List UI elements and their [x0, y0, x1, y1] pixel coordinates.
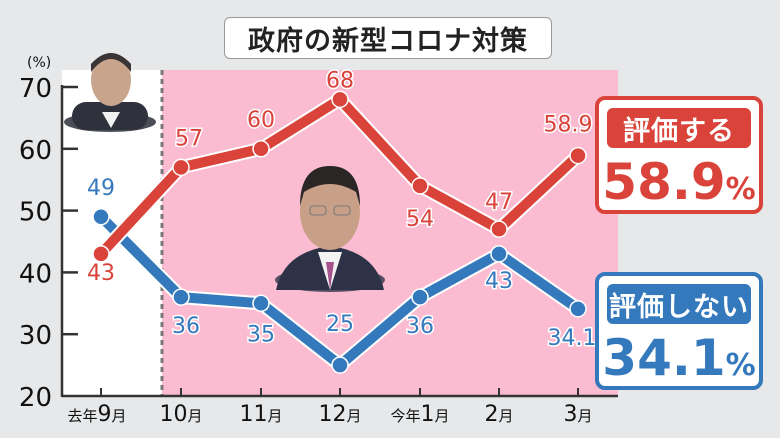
data-label: 58.9 — [544, 113, 593, 138]
x-tick-label: 3月 — [563, 402, 592, 427]
legend-disapprove: 評価しない 34.1% — [595, 272, 763, 390]
x-tick-label: 今年1月 — [390, 402, 449, 427]
data-point — [331, 90, 349, 109]
data-label: 36 — [406, 314, 434, 339]
chart-title: 政府の新型コロナ対策 — [224, 17, 552, 59]
x-tick-label: 12月 — [318, 402, 361, 427]
data-label: 60 — [247, 108, 275, 133]
y-tick-label: 40 — [19, 259, 52, 289]
data-point — [411, 288, 429, 306]
y-tick-label: 70 — [19, 74, 52, 104]
data-point — [490, 220, 508, 238]
y-tick-label: 30 — [19, 321, 52, 351]
x-tick-label: 10月 — [159, 402, 202, 427]
data-label: 68 — [326, 68, 354, 93]
legend-approve-label: 評価する — [607, 108, 751, 148]
y-unit-label: (%) — [27, 55, 51, 71]
series-approve: 43 57 60 68 54 47 58.9 — [86, 67, 594, 287]
y-tick-label: 20 — [19, 383, 52, 413]
data-point — [252, 294, 270, 313]
data-point — [92, 245, 110, 263]
data-label: 34.1 — [548, 326, 597, 351]
data-point — [172, 158, 190, 177]
x-tick-label: 去年9月 — [67, 402, 126, 427]
data-point — [172, 288, 190, 306]
data-label: 49 — [87, 176, 115, 201]
portrait-current-pm — [275, 166, 385, 292]
series-disapprove: 49 36 35 25 36 43 34.1 — [86, 174, 598, 374]
legend-approve: 評価する 58.9% — [595, 96, 763, 214]
data-label: 36 — [172, 314, 200, 339]
y-tick-label: 50 — [19, 198, 52, 228]
data-point — [569, 300, 587, 318]
data-label: 25 — [326, 312, 354, 337]
portrait-previous-pm — [64, 53, 156, 132]
legend-disapprove-label: 評価しない — [607, 284, 751, 324]
data-label: 43 — [485, 269, 513, 294]
data-label: 43 — [87, 261, 115, 286]
data-point — [331, 356, 349, 374]
legend-disapprove-value: 34.1% — [602, 329, 756, 387]
legend-approve-value: 58.9% — [602, 153, 756, 211]
data-label: 47 — [485, 190, 513, 215]
x-tick-label: 2月 — [484, 402, 513, 427]
data-point — [92, 208, 110, 226]
data-label: 54 — [406, 207, 434, 232]
data-point — [252, 140, 270, 158]
data-point — [411, 177, 429, 195]
data-label: 35 — [247, 322, 275, 347]
data-point — [569, 146, 587, 165]
data-point — [490, 245, 508, 263]
x-tick-label: 11月 — [239, 402, 282, 427]
y-tick-label: 60 — [19, 136, 52, 166]
current-admin-region — [162, 70, 618, 396]
data-label: 57 — [175, 126, 203, 151]
